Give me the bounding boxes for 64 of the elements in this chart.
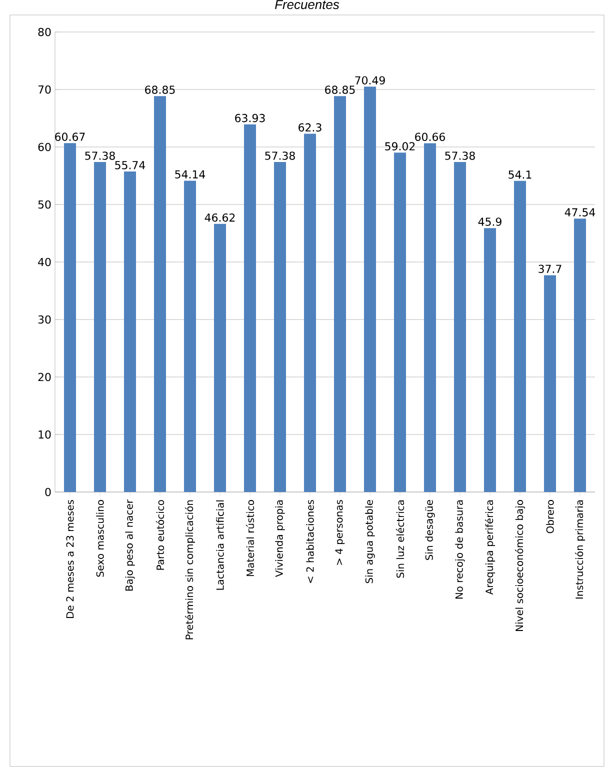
bar	[484, 228, 496, 492]
bar	[274, 162, 286, 492]
y-tick-label: 70	[38, 85, 51, 94]
y-tick-label: 20	[38, 372, 51, 382]
y-tick-label: 40	[38, 258, 51, 266]
x-tick-label: Sin luz eléctrica	[396, 500, 404, 578]
data-label: 59.02	[385, 142, 415, 150]
x-tick-label: Bajo peso al nacer	[125, 500, 135, 591]
data-label: 57.38	[265, 152, 295, 160]
x-tick-label: Arequipa periférica	[484, 500, 496, 595]
data-label: 68.85	[145, 86, 175, 94]
data-label: 60.67	[55, 132, 85, 141]
y-tick-label: 0	[45, 488, 51, 496]
bar	[184, 180, 196, 492]
x-tick-label: Lactancia artificial	[216, 500, 224, 590]
bar	[514, 180, 526, 492]
x-tick-label: > 4 personas	[335, 500, 345, 565]
x-tick-label: < 2 habitaciones	[306, 500, 314, 583]
bar	[244, 124, 256, 492]
bar	[64, 143, 76, 492]
bar	[424, 143, 436, 492]
bar	[544, 275, 556, 492]
x-tick-label: Parto eutócico	[156, 500, 164, 570]
x-tick-label: Nivel socioeconómico bajo	[514, 500, 526, 631]
y-tick-label: 80	[38, 28, 51, 36]
data-label: 47.54	[564, 208, 596, 216]
data-label: 57.38	[445, 152, 475, 160]
data-label: 68.85	[325, 86, 355, 94]
data-label: 70.49	[355, 76, 385, 84]
x-tick-label: Sin agua potable	[365, 500, 375, 584]
bar	[364, 86, 376, 492]
x-tick-label: Material rústico	[246, 500, 254, 576]
data-label: 54.1	[508, 170, 532, 179]
data-label: 45.9	[478, 218, 502, 226]
bar	[304, 134, 316, 492]
x-tick-label: Instrucción primaria	[574, 500, 586, 599]
bar	[124, 171, 136, 492]
data-label: 37.7	[538, 264, 562, 274]
bar	[394, 152, 406, 492]
x-tick-label: Pretérmino sin complicación	[184, 500, 196, 640]
bar	[454, 162, 466, 492]
x-tick-label: Sexo masculino	[96, 500, 104, 577]
bar	[574, 218, 586, 492]
x-tick-label: Obrero	[546, 500, 554, 534]
data-label: 46.62	[204, 213, 235, 222]
bar	[214, 224, 226, 492]
y-tick-label: 10	[38, 430, 51, 439]
bar	[154, 96, 166, 492]
data-label: 55.74	[115, 161, 146, 170]
data-label: 57.38	[85, 152, 115, 160]
y-tick-label: 30	[38, 315, 51, 324]
y-tick-label: 60	[38, 142, 51, 152]
x-tick-label: Vivienda propia	[275, 500, 285, 577]
bar	[94, 162, 106, 492]
data-label: 60.66	[415, 132, 445, 142]
y-tick-label: 50	[38, 200, 51, 209]
x-tick-label: De 2 meses a 23 meses	[66, 500, 74, 618]
data-label: 54.14	[175, 170, 206, 178]
chart-title: Frecuentes	[275, 0, 340, 10]
x-tick-label: No recojo de basura	[455, 500, 465, 599]
x-tick-label: Sin desagüe	[425, 500, 435, 560]
data-label: 62.3	[298, 123, 322, 132]
bar	[334, 96, 346, 492]
data-label: 63.93	[235, 114, 265, 122]
